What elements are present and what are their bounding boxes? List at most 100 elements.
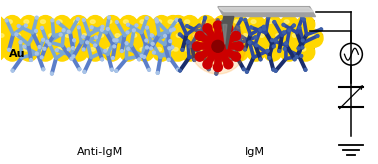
Ellipse shape (201, 20, 206, 23)
Circle shape (127, 23, 129, 26)
Circle shape (204, 32, 232, 60)
Text: Anti-IgM: Anti-IgM (77, 147, 124, 157)
Ellipse shape (115, 34, 120, 37)
Circle shape (144, 29, 162, 47)
Circle shape (295, 55, 298, 58)
Ellipse shape (0, 46, 4, 52)
Ellipse shape (268, 48, 273, 51)
Ellipse shape (297, 46, 314, 52)
Circle shape (150, 47, 153, 50)
Circle shape (214, 21, 222, 30)
Circle shape (247, 16, 265, 33)
Circle shape (170, 29, 172, 32)
Ellipse shape (168, 48, 173, 51)
Circle shape (189, 29, 207, 47)
Circle shape (178, 69, 181, 72)
Ellipse shape (181, 46, 198, 52)
Circle shape (207, 38, 210, 41)
Circle shape (263, 43, 282, 61)
Circle shape (255, 44, 258, 47)
Circle shape (12, 29, 29, 47)
Circle shape (240, 35, 243, 38)
Ellipse shape (153, 46, 170, 52)
Circle shape (192, 42, 201, 51)
Circle shape (214, 43, 232, 61)
Ellipse shape (305, 32, 322, 38)
Circle shape (271, 39, 273, 42)
Ellipse shape (29, 32, 46, 38)
Circle shape (72, 55, 75, 58)
Circle shape (283, 47, 286, 50)
Circle shape (224, 24, 233, 33)
Circle shape (231, 57, 233, 60)
Circle shape (103, 43, 121, 61)
Ellipse shape (0, 32, 12, 38)
Ellipse shape (132, 34, 136, 37)
Polygon shape (223, 24, 227, 44)
Circle shape (247, 43, 265, 61)
Circle shape (28, 29, 46, 47)
Circle shape (224, 60, 233, 69)
Ellipse shape (234, 20, 239, 23)
Ellipse shape (293, 34, 297, 37)
Ellipse shape (234, 48, 239, 51)
Ellipse shape (256, 32, 273, 38)
Circle shape (70, 16, 88, 33)
Ellipse shape (103, 46, 120, 52)
Ellipse shape (112, 32, 129, 38)
Circle shape (17, 25, 20, 27)
Ellipse shape (301, 20, 306, 23)
Circle shape (280, 43, 298, 61)
Ellipse shape (65, 34, 70, 37)
Circle shape (172, 29, 190, 47)
Ellipse shape (231, 19, 248, 24)
Circle shape (82, 48, 85, 51)
Circle shape (150, 34, 153, 37)
Circle shape (20, 16, 38, 33)
Circle shape (186, 41, 189, 44)
Circle shape (243, 48, 246, 51)
Circle shape (70, 57, 73, 60)
Ellipse shape (189, 32, 206, 38)
Circle shape (8, 48, 11, 51)
Circle shape (305, 29, 323, 47)
Ellipse shape (124, 20, 129, 23)
Circle shape (126, 31, 129, 34)
Circle shape (145, 17, 148, 19)
Circle shape (120, 50, 123, 52)
Text: IgM: IgM (245, 147, 265, 157)
Circle shape (127, 47, 130, 50)
Circle shape (206, 29, 223, 47)
Ellipse shape (24, 48, 29, 51)
Circle shape (214, 16, 232, 33)
Circle shape (232, 48, 234, 51)
Circle shape (168, 47, 171, 50)
Circle shape (78, 68, 81, 71)
Circle shape (255, 29, 273, 47)
Circle shape (76, 18, 79, 20)
Circle shape (3, 16, 21, 33)
Circle shape (0, 16, 5, 33)
Ellipse shape (284, 20, 289, 23)
Circle shape (282, 31, 285, 34)
Circle shape (198, 26, 238, 66)
Ellipse shape (95, 32, 112, 38)
Ellipse shape (107, 48, 112, 51)
Ellipse shape (54, 46, 71, 52)
Circle shape (138, 58, 141, 61)
Circle shape (209, 47, 211, 50)
Circle shape (59, 33, 62, 36)
Ellipse shape (231, 46, 248, 52)
Ellipse shape (218, 20, 223, 23)
Ellipse shape (57, 20, 62, 23)
Circle shape (177, 68, 180, 71)
Ellipse shape (289, 32, 306, 38)
Circle shape (195, 52, 204, 61)
Circle shape (146, 46, 149, 49)
Circle shape (231, 43, 248, 61)
Circle shape (56, 49, 58, 51)
Ellipse shape (120, 19, 137, 24)
Circle shape (316, 34, 319, 37)
Ellipse shape (20, 19, 37, 24)
Circle shape (204, 16, 206, 19)
